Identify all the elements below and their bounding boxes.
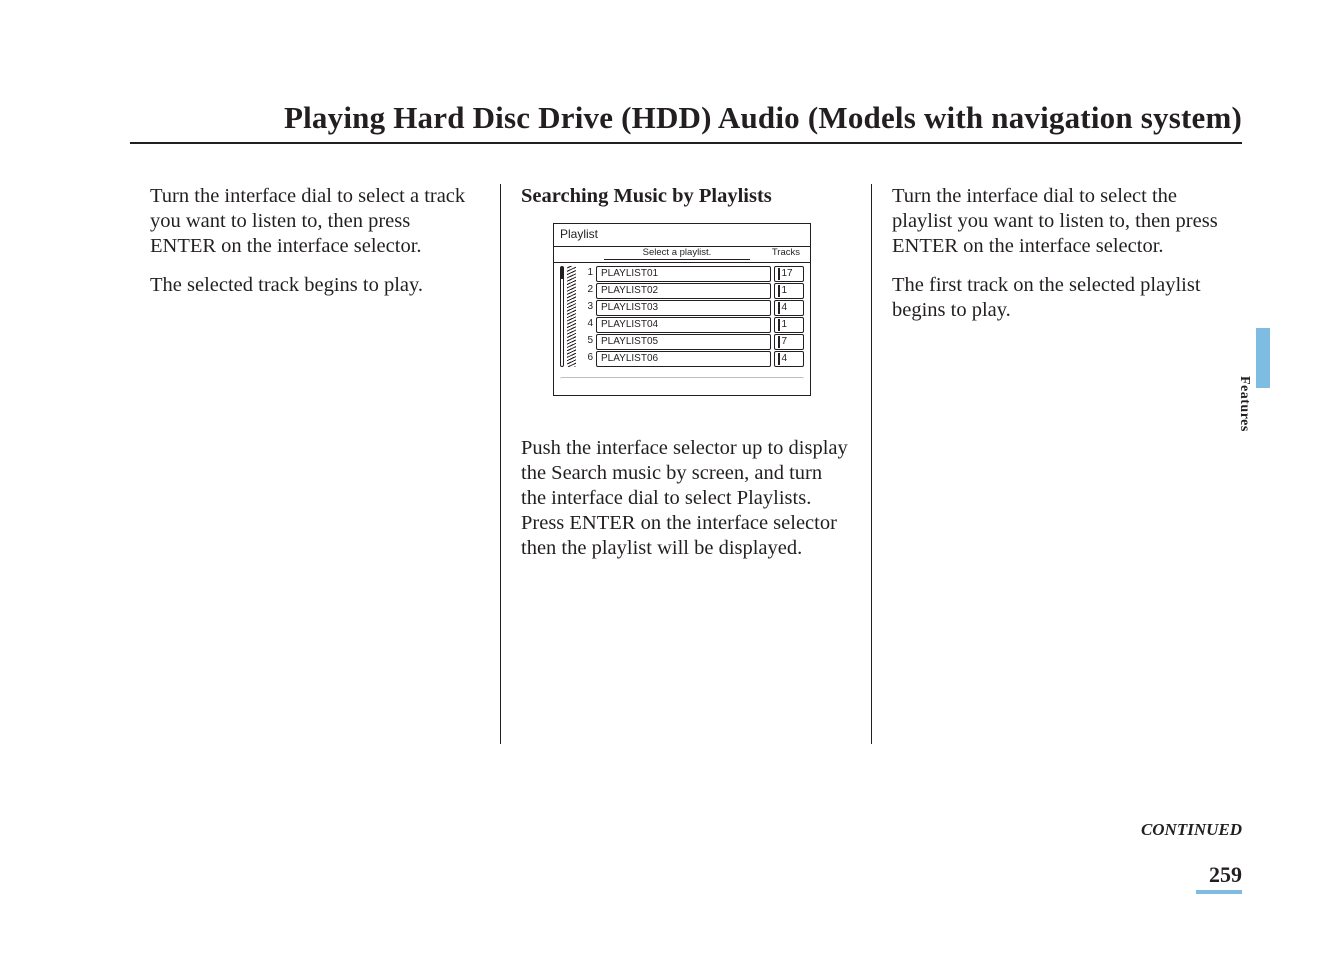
- col3-paragraph-2: The first track on the selected playlist…: [892, 273, 1222, 323]
- count-value: 1: [782, 285, 788, 297]
- screen-tracks-label: Tracks: [762, 247, 800, 261]
- playlist-row-namewrap: 1PLAYLIST01: [584, 266, 771, 282]
- count-value: 4: [782, 302, 788, 314]
- playlist-row-index: 6: [584, 351, 596, 367]
- playlist-row-trackcount: 4: [774, 300, 804, 316]
- playlist-row-namewrap: 3PLAYLIST03: [584, 300, 771, 316]
- section-side-tab: Features: [1236, 376, 1256, 432]
- playlist-row-index: 1: [584, 266, 596, 282]
- playlist-screen-wrap: Playlist Select a playlist. Tracks 1PLAY…: [553, 223, 851, 396]
- playlist-row-trackcount: 17: [774, 266, 804, 282]
- playlist-row[interactable]: 5PLAYLIST05 7: [584, 334, 804, 350]
- side-tab-label: Features: [1236, 376, 1252, 432]
- playlist-row-name: PLAYLIST05: [596, 334, 771, 350]
- count-value: 4: [782, 353, 788, 365]
- col1-paragraph-2: The selected track begins to play.: [150, 273, 480, 298]
- playlist-screen: Playlist Select a playlist. Tracks 1PLAY…: [553, 223, 811, 396]
- column-3: Turn the interface dial to select the pl…: [871, 184, 1242, 744]
- playlist-row-trackcount: 4: [774, 351, 804, 367]
- page-number-underline: [1196, 890, 1242, 894]
- playlist-row-name: PLAYLIST02: [596, 283, 771, 299]
- page-title: Playing Hard Disc Drive (HDD) Audio (Mod…: [130, 100, 1242, 136]
- count-bar-icon: [778, 353, 780, 365]
- playlist-row-namewrap: 4PLAYLIST04: [584, 317, 771, 333]
- playlist-row-index: 2: [584, 283, 596, 299]
- manual-page: Playing Hard Disc Drive (HDD) Audio (Mod…: [0, 0, 1332, 954]
- col2-heading: Searching Music by Playlists: [521, 184, 851, 209]
- playlist-row-name: PLAYLIST03: [596, 300, 771, 316]
- count-value: 17: [782, 268, 793, 280]
- playlist-row-namewrap: 6PLAYLIST06: [584, 351, 771, 367]
- playlist-row[interactable]: 6PLAYLIST06 4: [584, 351, 804, 367]
- count-value: 1: [782, 319, 788, 331]
- column-1: Turn the interface dial to select a trac…: [130, 184, 500, 744]
- playlist-row-index: 3: [584, 300, 596, 316]
- playlist-row-name: PLAYLIST04: [596, 317, 771, 333]
- count-value: 7: [782, 336, 788, 348]
- count-bar-icon: [778, 336, 780, 348]
- playlist-row-name: PLAYLIST01: [596, 266, 771, 282]
- continued-label: CONTINUED: [1141, 820, 1242, 840]
- screen-footer-bar: [560, 377, 804, 391]
- playlist-row-namewrap: 5PLAYLIST05: [584, 334, 771, 350]
- count-bar-icon: [778, 268, 780, 280]
- scrollbar-track: [560, 266, 564, 367]
- playlist-row-trackcount: 1: [774, 283, 804, 299]
- playlist-row-namewrap: 2PLAYLIST02: [584, 283, 771, 299]
- playlist-row-index: 4: [584, 317, 596, 333]
- playlist-row-trackcount: 7: [774, 334, 804, 350]
- col1-paragraph-1: Turn the interface dial to select a trac…: [150, 184, 480, 259]
- title-row: Playing Hard Disc Drive (HDD) Audio (Mod…: [130, 100, 1242, 144]
- column-2: Searching Music by Playlists Playlist Se…: [500, 184, 871, 744]
- playlist-row-name: PLAYLIST06: [596, 351, 771, 367]
- content-columns: Turn the interface dial to select a trac…: [130, 184, 1242, 744]
- scrollbar[interactable]: [560, 266, 576, 367]
- playlist-row[interactable]: 2PLAYLIST02 1: [584, 283, 804, 299]
- screen-title: Playlist: [554, 224, 810, 247]
- playlist-row-index: 5: [584, 334, 596, 350]
- page-number: 259: [1209, 862, 1242, 888]
- count-bar-icon: [778, 285, 780, 297]
- playlist-rows: 1PLAYLIST01172PLAYLIST0213PLAYLIST0344PL…: [584, 266, 804, 367]
- col2-paragraph-1: Push the interface selector up to displa…: [521, 436, 851, 561]
- col3-paragraph-1: Turn the interface dial to select the pl…: [892, 184, 1222, 259]
- scrollbar-texture: [567, 266, 576, 367]
- playlist-row[interactable]: 3PLAYLIST03 4: [584, 300, 804, 316]
- screen-select-label: Select a playlist.: [604, 247, 750, 261]
- count-bar-icon: [778, 319, 780, 331]
- side-tab-color-bar: [1256, 328, 1270, 388]
- playlist-row[interactable]: 1PLAYLIST01 17: [584, 266, 804, 282]
- count-bar-icon: [778, 302, 780, 314]
- playlist-row[interactable]: 4PLAYLIST04 1: [584, 317, 804, 333]
- playlist-row-trackcount: 1: [774, 317, 804, 333]
- screen-body: 1PLAYLIST01172PLAYLIST0213PLAYLIST0344PL…: [554, 263, 810, 377]
- scrollbar-thumb[interactable]: [561, 267, 563, 279]
- screen-header-row: Select a playlist. Tracks: [554, 247, 810, 264]
